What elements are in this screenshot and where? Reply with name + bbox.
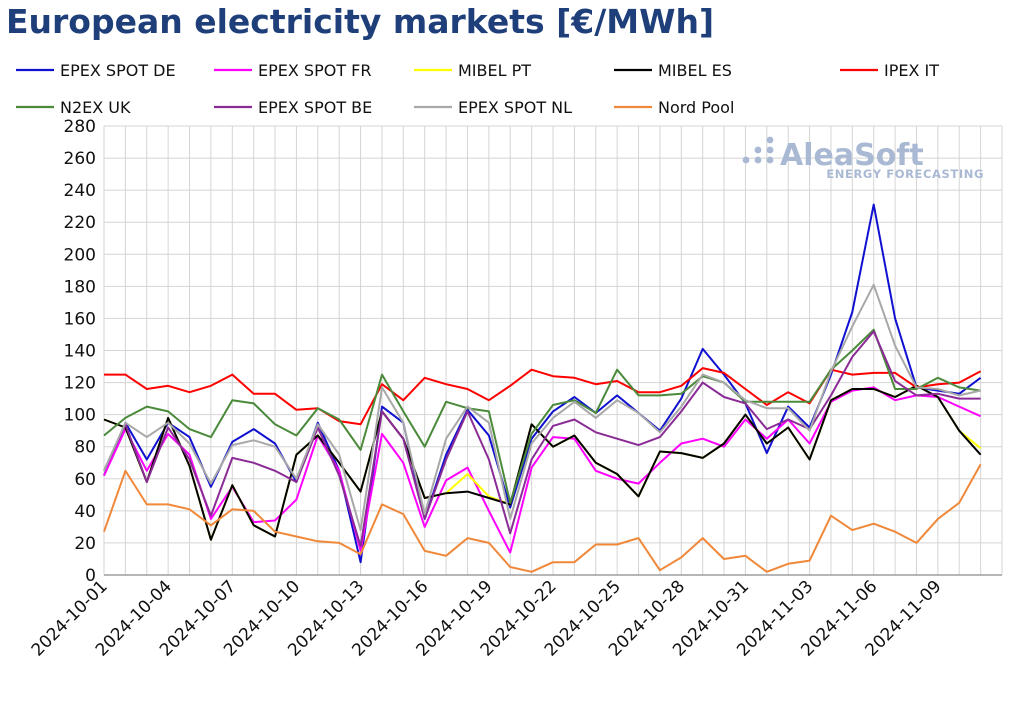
aleasoft-logo-icon <box>742 136 774 164</box>
y-tick-label: 200 <box>64 245 96 265</box>
y-tick-label: 220 <box>64 213 96 233</box>
legend-label: N2EX UK <box>60 98 131 117</box>
y-tick-label: 80 <box>74 438 96 458</box>
legend-label: MIBEL PT <box>458 61 531 80</box>
series-line-epex-spot-nl <box>103 283 981 532</box>
legend-entry-epex-spot-nl: EPEX SPOT NL <box>414 98 572 117</box>
series-line-mibel-pt <box>103 384 982 541</box>
y-tick-label: 40 <box>74 502 96 522</box>
y-tick-label: 60 <box>74 470 96 490</box>
series-line-mibel-es <box>103 384 982 541</box>
y-tick-label: 120 <box>64 374 96 394</box>
legend-label: EPEX SPOT FR <box>258 61 372 80</box>
series-line-epex-spot-be <box>103 330 981 548</box>
legend-label: EPEX SPOT NL <box>458 98 572 117</box>
legend-entry-epex-spot-de: EPEX SPOT DE <box>16 61 176 80</box>
legend-entry-nord-pool: Nord Pool <box>614 98 734 117</box>
y-tick-label: 160 <box>64 309 96 329</box>
legend-entry-epex-spot-be: EPEX SPOT BE <box>214 98 372 117</box>
legend-entry-epex-spot-fr: EPEX SPOT FR <box>214 61 372 80</box>
watermark: AleaSoft ENERGY FORECASTING <box>742 136 984 181</box>
y-tick-label: 100 <box>64 406 96 426</box>
legend-entry-mibel-pt: MIBEL PT <box>414 61 531 80</box>
legend-entry-mibel-es: MIBEL ES <box>614 61 732 80</box>
y-tick-label: 140 <box>64 342 96 362</box>
legend-label: Nord Pool <box>658 98 734 117</box>
y-tick-label: 180 <box>64 277 96 297</box>
series-line-ipex-it <box>104 367 982 426</box>
watermark-main: AleaSoft <box>780 138 924 173</box>
y-tick-label: 0 <box>85 566 96 586</box>
y-tick-label: 240 <box>64 181 96 201</box>
legend-label: EPEX SPOT BE <box>258 98 372 117</box>
grid <box>103 125 1003 576</box>
series-line-epex-spot-fr <box>103 386 982 554</box>
series-line-nord-pool <box>103 463 982 573</box>
legend-label: EPEX SPOT DE <box>60 61 176 80</box>
page-title: European electricity markets [€/MWh] <box>6 2 715 41</box>
legend-label: IPEX IT <box>884 61 939 80</box>
legend-label: MIBEL ES <box>658 61 732 80</box>
legend-entry-n2ex-uk: N2EX UK <box>16 98 131 117</box>
series <box>103 203 982 573</box>
series-line-n2ex-uk <box>103 328 981 504</box>
y-tick-label: 280 <box>64 117 96 137</box>
legend-entry-ipex-it: IPEX IT <box>840 61 939 80</box>
y-tick-label: 20 <box>74 534 96 554</box>
y-tick-label: 260 <box>64 149 96 169</box>
legend: EPEX SPOT DE EPEX SPOT FR MIBEL PT MIBEL ES… <box>16 61 939 117</box>
watermark-sub: ENERGY FORECASTING <box>826 167 984 181</box>
